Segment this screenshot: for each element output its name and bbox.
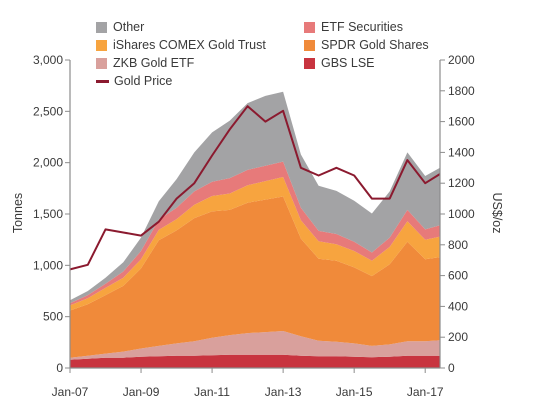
legend-swatch xyxy=(304,39,315,51)
y2-axis-title: US$/oz xyxy=(490,193,504,234)
y2-tick-label: 800 xyxy=(448,238,468,252)
y2-tick-label: 1000 xyxy=(448,207,475,221)
legend-swatch xyxy=(96,21,107,33)
y-tick-label: 500 xyxy=(43,310,63,324)
legend-item-zkb-gold-etf: ZKB Gold ETF xyxy=(96,56,194,70)
y2-tick-label: 600 xyxy=(448,269,468,283)
y2-tick-label: 2000 xyxy=(448,53,475,67)
y2-tick-label: 1400 xyxy=(448,145,475,159)
legend-label: ETF Securities xyxy=(321,20,403,34)
y-tick-label: 2,500 xyxy=(33,104,63,118)
y2-tick-label: 1600 xyxy=(448,115,475,129)
legend-label: iShares COMEX Gold Trust xyxy=(113,38,266,52)
x-tick-label: Jan-15 xyxy=(336,385,373,399)
gold-price-line xyxy=(69,105,441,271)
legend-item-ishares-comex-gold-trust: iShares COMEX Gold Trust xyxy=(96,38,266,52)
y-tick-label: 1,000 xyxy=(33,258,63,272)
y2-tick-label: 400 xyxy=(448,299,468,313)
y-tick-label: 3,000 xyxy=(33,53,63,67)
y2-tick-label: 0 xyxy=(448,361,455,375)
x-tick-label: Jan-17 xyxy=(407,385,444,399)
legend-item-gold-price: Gold Price xyxy=(96,74,172,88)
legend-label: GBS LSE xyxy=(321,56,375,70)
x-tick-label: Jan-09 xyxy=(123,385,160,399)
axes: 0 500 1,000 1,500 2,000 2,500 3,000 0 200 400 600 8… xyxy=(33,53,475,399)
area-other xyxy=(70,91,440,304)
y2-tick-label: 1800 xyxy=(448,84,475,98)
area-spdr-gold-shares xyxy=(70,196,440,358)
y-tick-label: 1,500 xyxy=(33,207,63,221)
stacked-areas xyxy=(70,91,440,368)
legend-item-spdr-gold-shares: SPDR Gold Shares xyxy=(304,38,429,52)
gold-price-layer xyxy=(69,105,441,271)
legend-swatch xyxy=(304,57,315,69)
legend-label: Other xyxy=(113,20,145,34)
area-zkb-gold-etf xyxy=(70,331,440,360)
legend-item-gbs-lse: GBS LSE xyxy=(304,56,375,70)
y2-tick-label: 1200 xyxy=(448,176,475,190)
area-gbs-lse xyxy=(70,354,440,368)
legend-label: SPDR Gold Shares xyxy=(321,38,429,52)
legend-item-etf-securities: ETF Securities xyxy=(304,20,403,34)
y-axis-title: Tonnes xyxy=(11,193,25,233)
legend-swatch xyxy=(96,79,109,83)
legend-item-other: Other xyxy=(96,20,144,34)
legend-label: ZKB Gold ETF xyxy=(113,56,195,70)
y2-tick-label: 200 xyxy=(448,330,468,344)
x-tick-label: Jan-13 xyxy=(265,385,302,399)
x-tick-label: Jan-11 xyxy=(194,385,230,399)
legend-swatch xyxy=(304,21,315,33)
legend-swatch xyxy=(96,39,107,51)
legend-label: Gold Price xyxy=(114,74,173,88)
legend-swatch xyxy=(96,57,107,69)
y-tick-label: 2,000 xyxy=(33,156,63,170)
x-tick-label: Jan-07 xyxy=(52,385,89,399)
y-tick-label: 0 xyxy=(56,361,63,375)
